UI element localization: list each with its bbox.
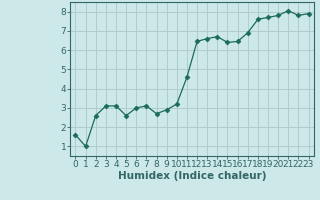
X-axis label: Humidex (Indice chaleur): Humidex (Indice chaleur) [118, 171, 266, 181]
